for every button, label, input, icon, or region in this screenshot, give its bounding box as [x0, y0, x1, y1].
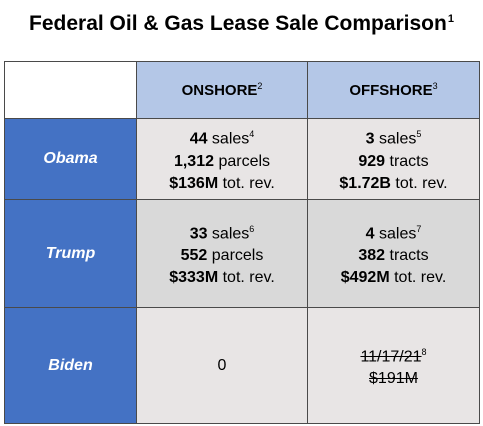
- page-title: Federal Oil & Gas Lease Sale Comparison1: [29, 12, 454, 35]
- biden-offshore-cell: 11/17/218 $191M: [307, 307, 480, 424]
- trump-onshore-cell: 33 sales6 552 parcels $333M tot. rev.: [136, 199, 308, 308]
- row-header-biden: Biden: [4, 307, 137, 424]
- comparison-table: ONSHORE2 OFFSHORE3 Obama 44 sales4 1,312…: [4, 61, 480, 424]
- title-footnote: 1: [447, 13, 454, 25]
- table-row: Biden 0 11/17/218 $191M: [4, 307, 480, 424]
- biden-sale-date: 11/17/21: [360, 348, 422, 366]
- table-row: Obama 44 sales4 1,312 parcels $136M tot.…: [4, 118, 480, 200]
- row-header-trump: Trump: [4, 199, 137, 308]
- biden-sale-revenue: $191M: [369, 370, 418, 388]
- column-header-offshore: OFFSHORE3: [307, 61, 480, 119]
- biden-onshore-cell: 0: [136, 307, 308, 424]
- corner-cell: [4, 61, 137, 119]
- header-row: ONSHORE2 OFFSHORE3: [4, 61, 480, 119]
- row-header-obama: Obama: [4, 118, 137, 200]
- column-header-onshore: ONSHORE2: [136, 61, 308, 119]
- table-row: Trump 33 sales6 552 parcels $333M tot. r…: [4, 199, 480, 308]
- obama-onshore-cell: 44 sales4 1,312 parcels $136M tot. rev.: [136, 118, 308, 200]
- trump-offshore-cell: 4 sales7 382 tracts $492M tot. rev.: [307, 199, 480, 308]
- obama-offshore-cell: 3 sales5 929 tracts $1.72B tot. rev.: [307, 118, 480, 200]
